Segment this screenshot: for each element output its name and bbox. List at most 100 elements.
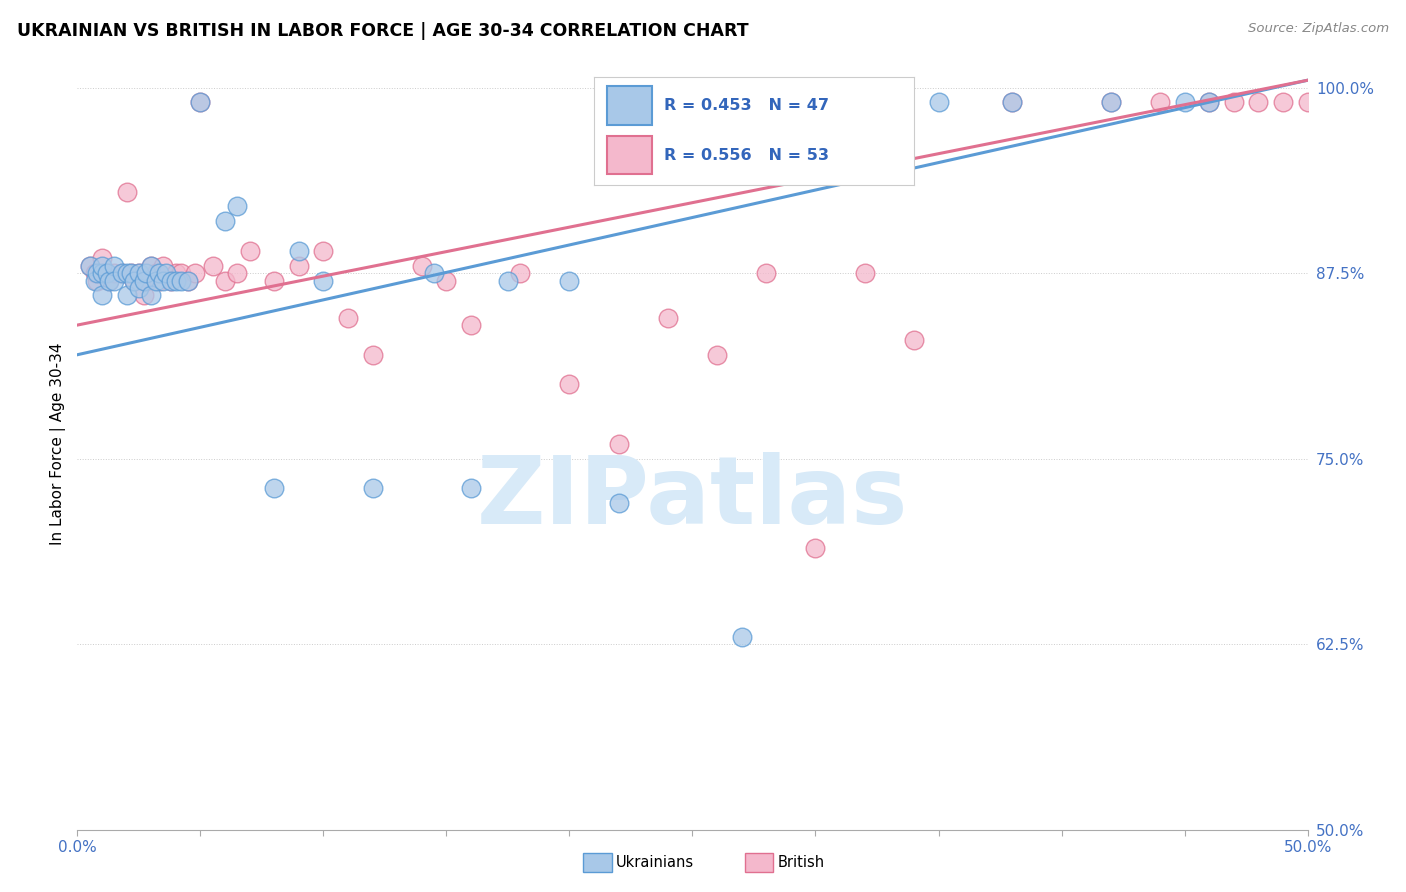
Point — [1296, 95, 1319, 110]
Point — [145, 274, 167, 288]
Point — [90, 259, 114, 273]
Point — [115, 288, 138, 302]
Point — [423, 266, 446, 280]
Point — [111, 266, 132, 280]
Point — [128, 281, 150, 295]
Point — [135, 266, 157, 280]
Point — [1198, 95, 1220, 110]
Point — [152, 259, 174, 273]
Point — [188, 95, 212, 110]
Point — [111, 266, 132, 280]
Point — [337, 310, 360, 325]
Point — [239, 244, 262, 258]
Point — [214, 274, 236, 288]
Point — [1223, 95, 1246, 110]
Point — [731, 630, 754, 644]
Point — [152, 274, 174, 288]
Point — [657, 310, 679, 325]
Point — [165, 266, 187, 280]
Point — [121, 266, 143, 280]
Point — [170, 266, 193, 280]
Point — [83, 266, 105, 280]
Point — [184, 266, 207, 280]
Text: ZIPatlas: ZIPatlas — [477, 451, 908, 544]
Point — [98, 274, 121, 288]
Point — [201, 259, 224, 273]
Point — [79, 259, 101, 273]
Point — [496, 274, 519, 288]
Point — [1272, 95, 1295, 110]
Point — [115, 185, 138, 199]
Point — [312, 274, 335, 288]
Point — [148, 274, 170, 288]
Point — [509, 266, 531, 280]
Point — [558, 377, 581, 392]
Point — [96, 266, 118, 280]
Point — [411, 259, 433, 273]
Point — [361, 481, 384, 495]
Point — [135, 274, 157, 288]
Point — [607, 496, 630, 510]
Point — [1198, 95, 1220, 110]
Point — [122, 274, 145, 288]
Point — [90, 266, 114, 280]
Point — [141, 288, 163, 302]
Point — [460, 318, 482, 332]
Point — [1174, 95, 1197, 110]
Point — [903, 333, 925, 347]
Point — [98, 274, 121, 288]
Text: British: British — [778, 855, 825, 870]
Point — [90, 252, 114, 266]
Point — [96, 266, 118, 280]
Point — [1099, 95, 1122, 110]
Point — [263, 274, 285, 288]
Point — [121, 266, 143, 280]
Point — [103, 266, 125, 280]
Point — [706, 348, 728, 362]
Point — [263, 481, 285, 495]
Point — [607, 436, 630, 450]
Point — [155, 266, 177, 280]
Point — [86, 274, 108, 288]
Y-axis label: In Labor Force | Age 30-34: In Labor Force | Age 30-34 — [51, 343, 66, 545]
Point — [145, 266, 167, 280]
Point — [312, 244, 335, 258]
Text: Source: ZipAtlas.com: Source: ZipAtlas.com — [1249, 22, 1389, 36]
Point — [103, 259, 125, 273]
Point — [1001, 95, 1024, 110]
Point — [177, 274, 200, 288]
Point — [188, 95, 212, 110]
Point — [288, 259, 311, 273]
Point — [1001, 95, 1024, 110]
Point — [90, 288, 114, 302]
Point — [226, 266, 249, 280]
Point — [755, 266, 778, 280]
Point — [226, 199, 249, 213]
Text: Ukrainians: Ukrainians — [616, 855, 695, 870]
Point — [122, 274, 145, 288]
Point — [170, 274, 193, 288]
Point — [115, 266, 138, 280]
Point — [160, 274, 183, 288]
Point — [460, 481, 482, 495]
Point — [141, 259, 163, 273]
Point — [160, 274, 183, 288]
Point — [1099, 95, 1122, 110]
Point — [132, 274, 155, 288]
Point — [853, 266, 876, 280]
Point — [288, 244, 311, 258]
Point — [128, 266, 150, 280]
Point — [86, 266, 108, 280]
Point — [132, 288, 155, 302]
Point — [83, 274, 105, 288]
Point — [1149, 95, 1171, 110]
Point — [79, 259, 101, 273]
Point — [436, 274, 458, 288]
Point — [1247, 95, 1270, 110]
Point — [928, 95, 950, 110]
Point — [804, 541, 827, 555]
Text: UKRAINIAN VS BRITISH IN LABOR FORCE | AGE 30-34 CORRELATION CHART: UKRAINIAN VS BRITISH IN LABOR FORCE | AG… — [17, 22, 748, 40]
Point — [128, 266, 150, 280]
Point — [558, 274, 581, 288]
Point — [141, 259, 163, 273]
